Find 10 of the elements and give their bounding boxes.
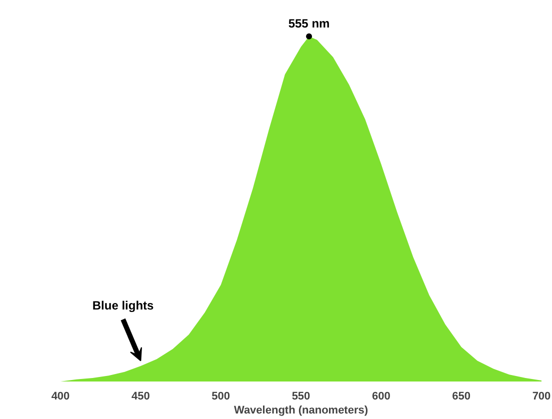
x-tick-label: 700	[532, 390, 551, 402]
x-tick-label: 600	[372, 390, 390, 402]
annotation: Blue lights	[92, 298, 154, 312]
x-tick-label: 650	[452, 390, 471, 402]
x-tick-label: 500	[212, 390, 230, 402]
x-tick-label: 450	[131, 390, 150, 402]
annotation: 555 nm	[288, 16, 330, 30]
x-tick-label: 400	[51, 390, 70, 402]
x-axis-title: Wavelength (nanometers)	[234, 404, 368, 416]
x-tick-label: 550	[292, 390, 310, 402]
